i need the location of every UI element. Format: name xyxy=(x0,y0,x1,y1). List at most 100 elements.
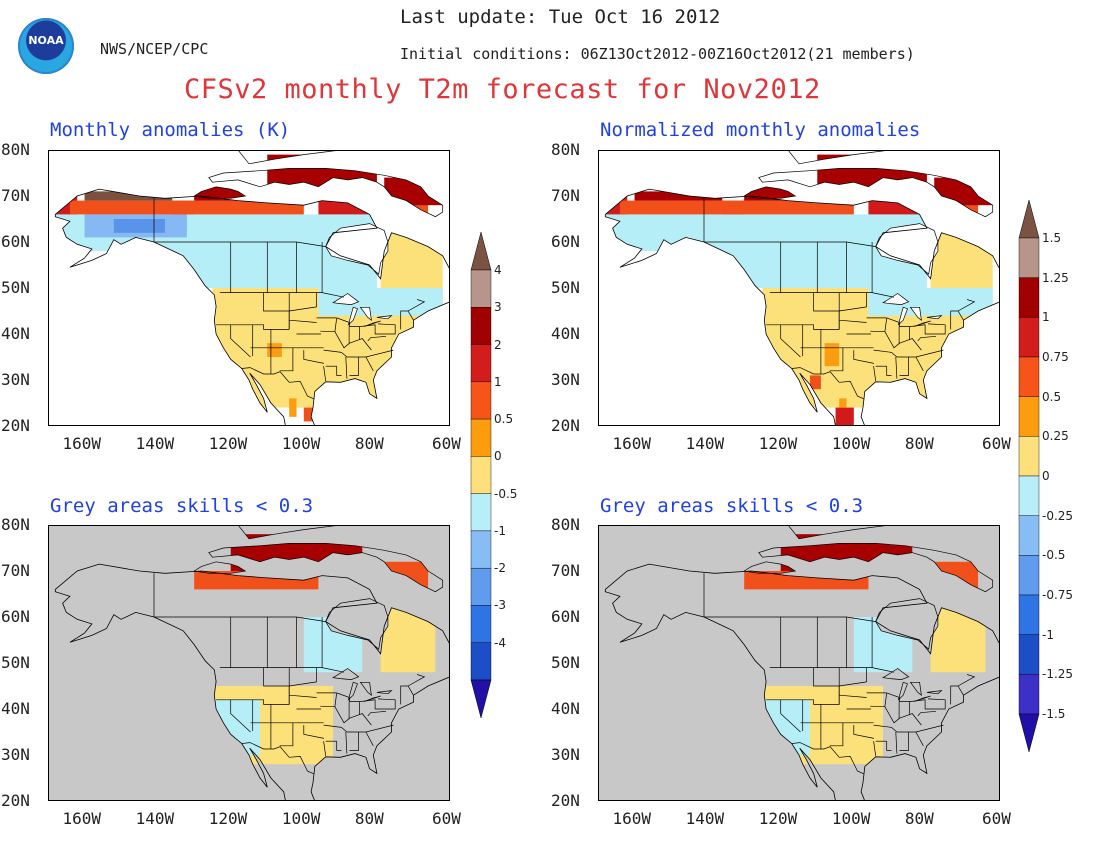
border-line xyxy=(839,681,867,687)
lat-tick-label: 50N xyxy=(551,278,580,297)
colorbar-tick-label: 0.25 xyxy=(1042,429,1069,444)
border-line xyxy=(296,241,326,247)
colorbar-top-arrow xyxy=(470,232,492,271)
border-line xyxy=(853,725,874,739)
colorbar-segment xyxy=(470,418,492,457)
border-line xyxy=(320,705,335,708)
border-line xyxy=(407,674,426,687)
border-line xyxy=(870,330,885,333)
arctic-island-coast xyxy=(758,168,994,218)
lat-tick-label: 40N xyxy=(551,324,580,343)
border-line xyxy=(367,335,387,342)
colorbar-anomalies xyxy=(470,232,492,718)
colorbar-bottom-arrow xyxy=(1018,713,1040,752)
border-line xyxy=(289,306,317,312)
border-line xyxy=(780,324,801,358)
colorbar-segment xyxy=(470,530,492,569)
border-line xyxy=(886,366,892,376)
hudson-bay xyxy=(325,223,389,275)
colorbar-segment xyxy=(470,456,492,494)
border-line xyxy=(400,310,414,330)
border-line xyxy=(241,367,315,400)
colorbar-segment xyxy=(1018,277,1040,318)
lon-tick-label: 80W xyxy=(354,809,384,828)
colorbar-segment xyxy=(1018,555,1040,596)
map-anomalies xyxy=(48,150,450,426)
lat-tick-label: 50N xyxy=(551,653,580,672)
colorbar-bottom-arrow xyxy=(470,679,492,718)
border-line xyxy=(334,692,396,726)
border-line xyxy=(323,366,327,381)
agency-label: NWS/NCEP/CPC xyxy=(100,40,209,58)
arctic-island-coast xyxy=(787,150,994,165)
great-lake xyxy=(897,306,908,326)
border-line xyxy=(917,710,937,717)
lat-tick-label: 30N xyxy=(551,745,580,764)
lat-tick-label: 50N xyxy=(1,653,30,672)
colorbar-top-arrow xyxy=(1018,200,1040,239)
lat-tick-label: 70N xyxy=(551,186,580,205)
border-line xyxy=(279,722,294,747)
anomaly-cell xyxy=(835,407,854,426)
lat-tick-label: 30N xyxy=(1,745,30,764)
colorbar-segment xyxy=(470,567,492,606)
colorbar-segment xyxy=(1018,396,1040,437)
great-lake xyxy=(897,681,908,701)
arctic-island-coast xyxy=(743,186,797,199)
colorbar-segment xyxy=(470,307,492,345)
great-lake xyxy=(376,315,393,320)
lat-tick-label: 80N xyxy=(551,140,580,159)
border-line xyxy=(345,731,348,754)
border-line xyxy=(846,241,876,247)
border-line xyxy=(873,349,892,353)
lat-tick-label: 40N xyxy=(1,324,30,343)
great-lake xyxy=(363,695,381,702)
colorbar-segment xyxy=(470,269,492,308)
great-lake xyxy=(913,695,931,702)
colorbar-segment xyxy=(1018,356,1040,397)
map-frame xyxy=(598,525,1000,801)
colorbar-tick-label: 0.5 xyxy=(494,412,514,427)
anomaly-cell xyxy=(839,398,847,408)
lat-tick-label: 70N xyxy=(1,561,30,580)
colorbar-tick-label: -1.5 xyxy=(1042,707,1066,721)
border-line xyxy=(365,356,374,371)
great-lake xyxy=(882,668,910,680)
great-lake xyxy=(363,320,381,327)
border-line xyxy=(365,731,374,746)
last-update: Last update: Tue Oct 16 2012 xyxy=(400,6,721,28)
anomaly-cell xyxy=(824,343,840,367)
arctic-island-coast xyxy=(193,186,247,199)
border-line xyxy=(349,732,359,751)
lon-tick-label: 160W xyxy=(612,809,652,828)
border-line xyxy=(320,330,335,333)
great-lake xyxy=(359,306,372,322)
hudson-bay xyxy=(875,598,939,650)
great-lake xyxy=(359,681,372,697)
border-line xyxy=(303,350,324,364)
colorbar-tick-label: 0 xyxy=(494,449,502,464)
arctic-island-coast xyxy=(743,561,797,574)
lon-tick-label: 60W xyxy=(982,809,1011,828)
lat-tick-label: 20N xyxy=(551,416,580,435)
border-line xyxy=(322,292,345,298)
lon-tick-label: 100W xyxy=(831,809,871,828)
colorbar-segment xyxy=(1018,317,1040,358)
border-line xyxy=(791,367,865,400)
colorbar-tick-label: 1.5 xyxy=(1042,231,1062,245)
lat-tick-label: 30N xyxy=(551,370,580,389)
great-lake xyxy=(926,315,943,320)
anomaly-cell xyxy=(267,343,282,357)
border-line xyxy=(323,349,342,353)
coastline xyxy=(54,188,450,426)
map-normalized-anomalies xyxy=(598,150,1000,426)
lon-tick-label: 160W xyxy=(62,809,102,828)
border-line xyxy=(870,705,885,708)
border-line xyxy=(241,742,315,775)
lat-tick-label: 40N xyxy=(1,699,30,718)
colorbar-tick-label: -1.25 xyxy=(1042,667,1074,682)
lat-tick-label: 50N xyxy=(1,278,30,297)
colorbar-segment xyxy=(1018,475,1040,516)
anomaly-cell xyxy=(634,191,723,201)
map-frame xyxy=(48,150,450,426)
